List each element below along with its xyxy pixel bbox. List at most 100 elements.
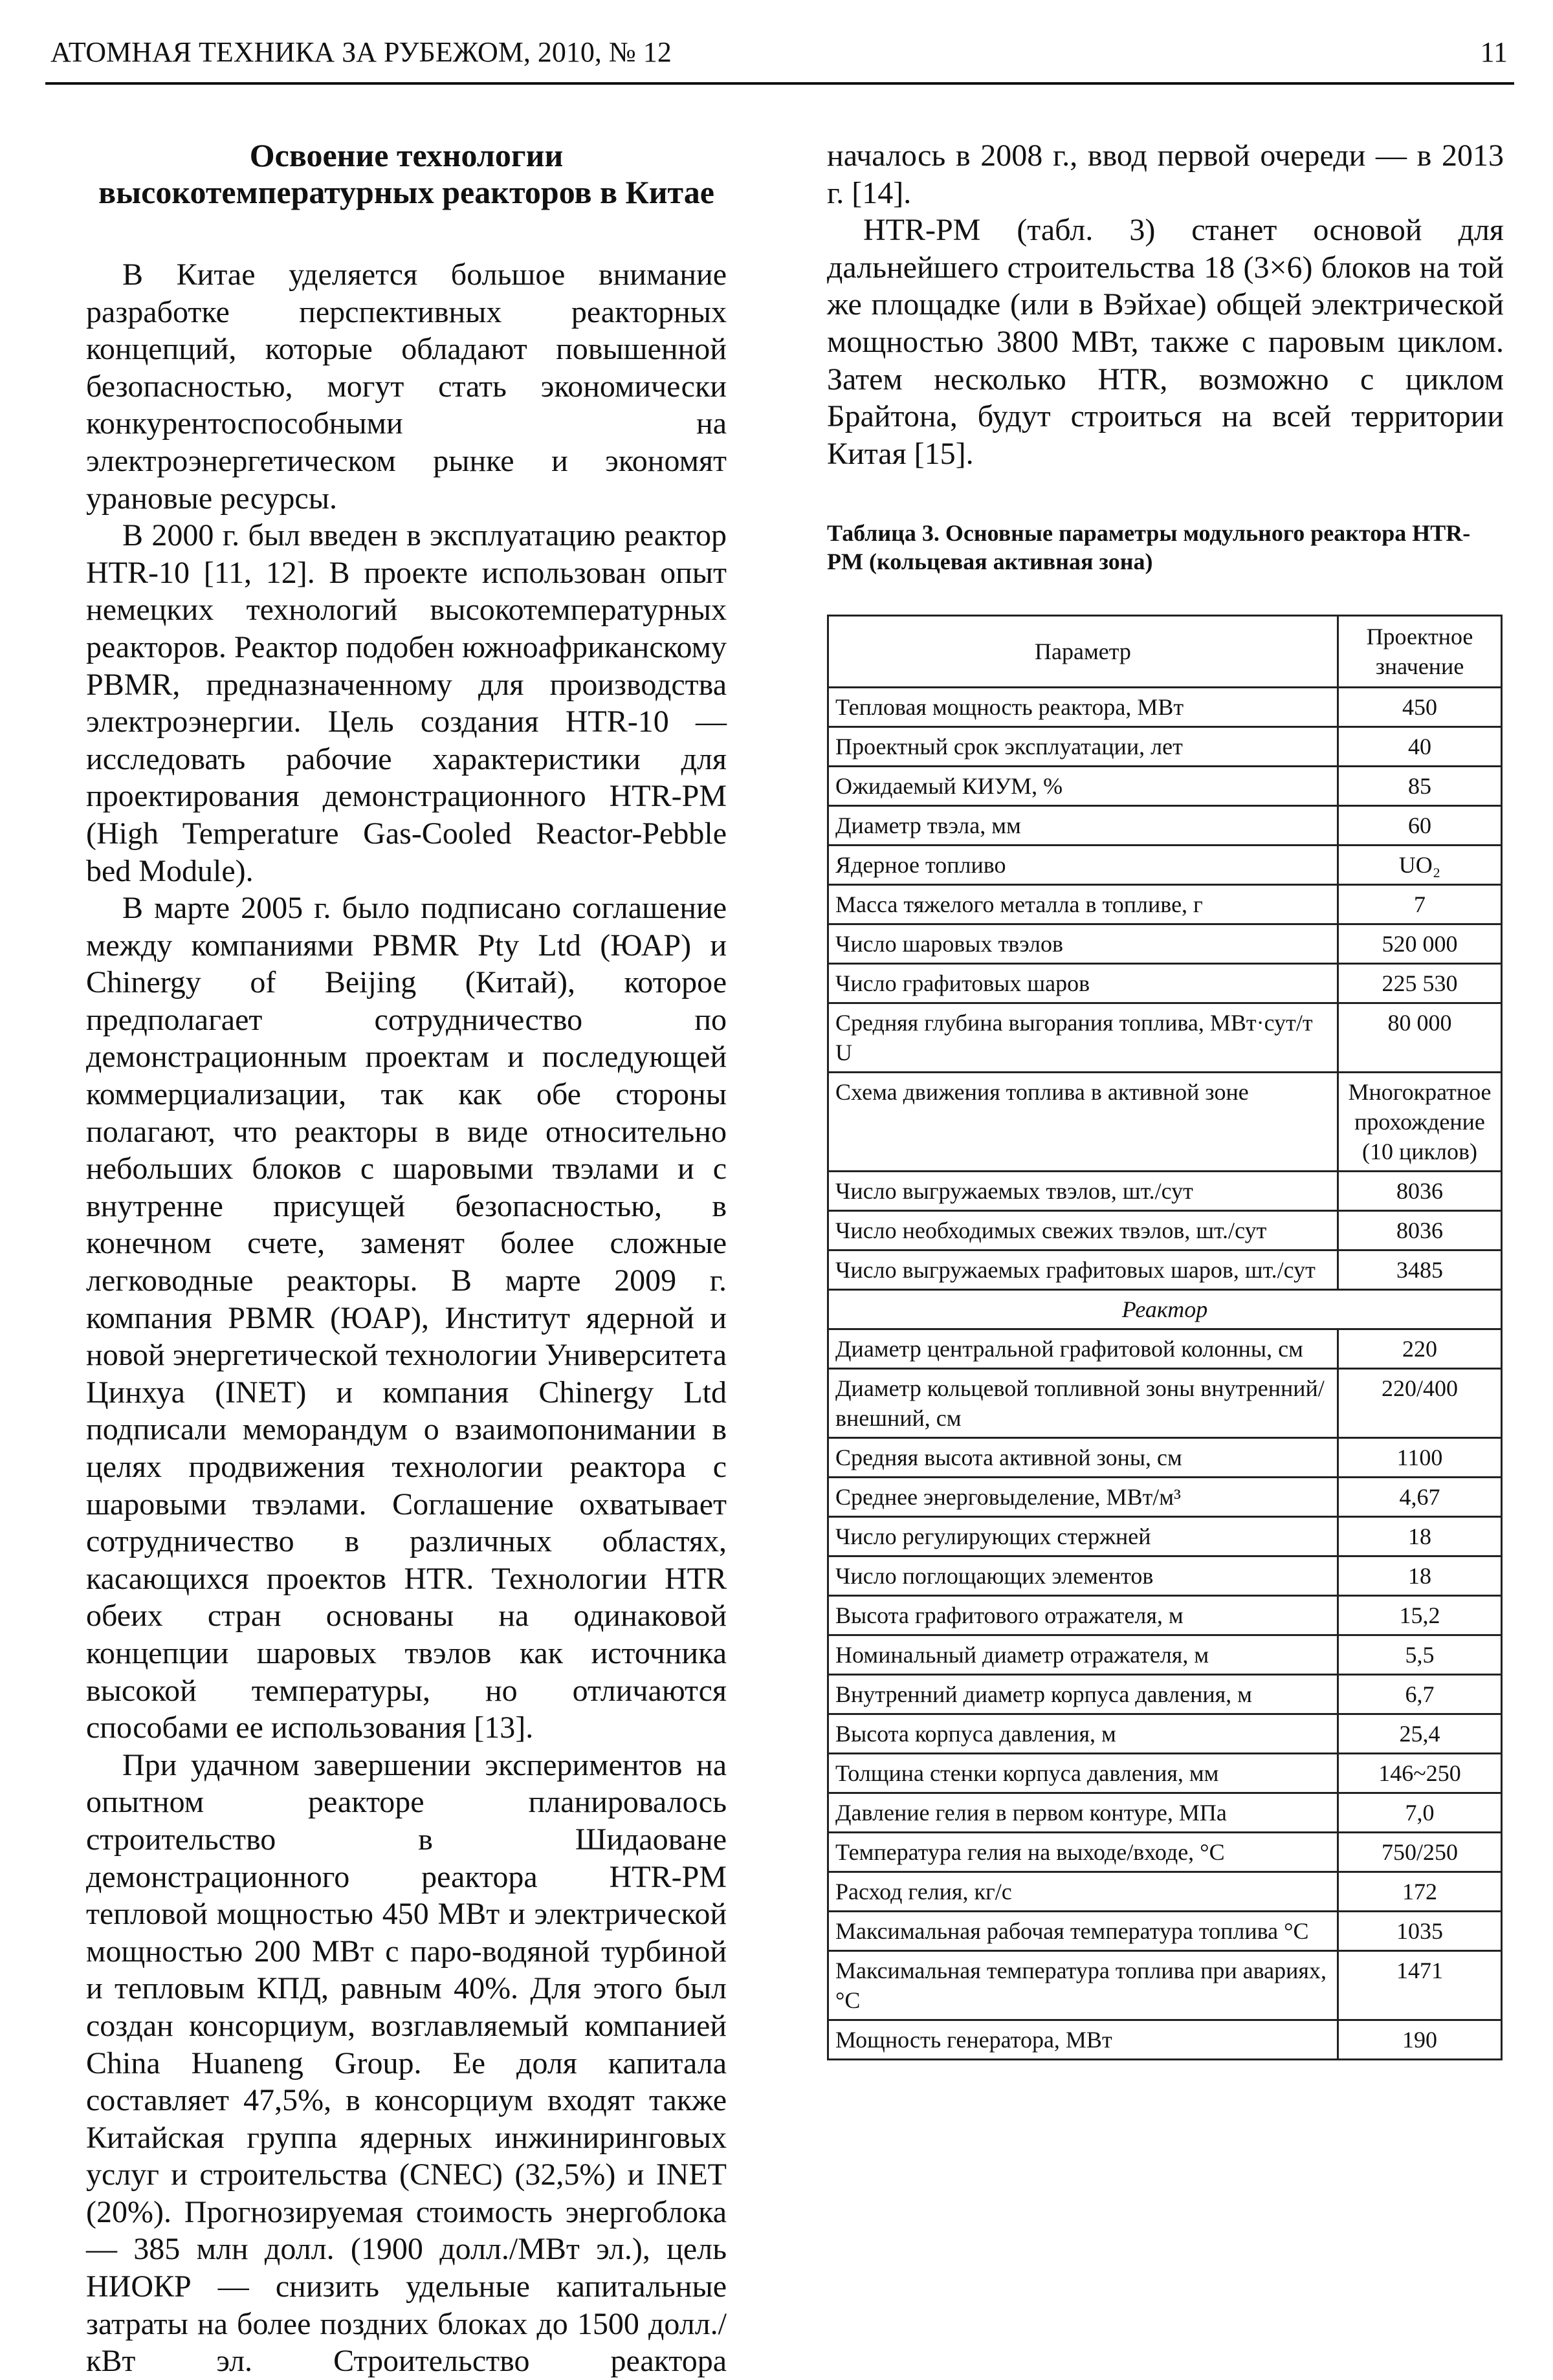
parameter-cell: Число шаровых твэлов [827, 923, 1339, 965]
parameter-cell: Число графитовых шаров [827, 963, 1339, 1005]
column-header: Проектное значение [1337, 615, 1503, 689]
column-header: Параметр [827, 615, 1339, 689]
value-cell: 40 [1337, 726, 1503, 768]
parameter-cell: Диаметр кольцевой топливной зоны внутрен… [827, 1368, 1339, 1439]
parameter-cell: Среднее энерговыделение, МВт/м³ [827, 1476, 1339, 1518]
value-cell: 5,5 [1337, 1634, 1503, 1676]
value-cell: 25,4 [1337, 1713, 1503, 1755]
value-cell: 220/400 [1337, 1368, 1503, 1439]
table-row: Средняя высота активной зоны, см 1100 [827, 1437, 1503, 1479]
table-row: Число выгружаемых графитовых шаров, шт./… [827, 1249, 1503, 1291]
left-column: Освоение технологии высокотемпературных … [86, 137, 727, 2380]
table-row: Число графитовых шаров 225 530 [827, 963, 1503, 1005]
right-column: началось в 2008 г., ввод первой очереди … [827, 137, 1504, 2061]
parameter-cell: Номинальный диаметр отражателя, м [827, 1634, 1339, 1676]
value-cell: 80 000 [1337, 1002, 1503, 1074]
value-cell: 85 [1337, 765, 1503, 807]
table-row: Тепловая мощность реактора, МВт 450 [827, 686, 1503, 728]
header-row: Параметр Проектное значение [827, 615, 1503, 689]
parameter-cell: Схема движения топлива в активной зоне [827, 1071, 1339, 1173]
running-header: АТОМНАЯ ТЕХНИКА ЗА РУБЕЖОМ, 2010, № 12 1… [45, 36, 1514, 85]
parameter-cell: Высота корпуса давления, м [827, 1713, 1339, 1755]
table-row: Температура гелия на выходе/входе, °C 750… [827, 1831, 1503, 1873]
value-cell: Многократное прохождение (10 циклов) [1337, 1071, 1503, 1173]
value-cell: 6,7 [1337, 1674, 1503, 1716]
parameter-cell: Проектный срок эксплуатации, лет [827, 726, 1339, 768]
table-row: Максимальная рабочая температура топлива… [827, 1910, 1503, 1952]
table-row: Максимальная температура топлива при ава… [827, 1950, 1503, 2022]
title-line: Освоение технологии [249, 137, 564, 173]
value-cell: 18 [1337, 1555, 1503, 1597]
page: Page {"header": {"journal": "АТОМНАЯ ТЕХ… [45, 36, 1514, 2379]
parameter-cell: Максимальная температура топлива при ава… [827, 1950, 1339, 2022]
parameter-cell: Средняя высота активной зоны, см [827, 1437, 1339, 1479]
value-cell: 750/250 [1337, 1831, 1503, 1873]
parameter-cell: Максимальная рабочая температура топлива… [827, 1910, 1339, 1952]
value-cell: 7,0 [1337, 1792, 1503, 1834]
parameter-cell: Число выгружаемых графитовых шаров, шт./… [827, 1249, 1339, 1291]
parameter-cell: Средняя глубина выгорания топлива, МВт·с… [827, 1002, 1339, 1074]
title-line: высокотемпературных реакторов в Китае [98, 174, 714, 210]
parameter-cell: Давление гелия в первом контуре, МПа [827, 1792, 1339, 1834]
table-row: Число регулирующих стержней 18 [827, 1516, 1503, 1558]
table-body: Тепловая мощность реактора, МВт 450 Проект… [827, 686, 1503, 2061]
parameter-cell: Расход гелия, кг/с [827, 1871, 1339, 1913]
table-row: Диаметр твэла, мм 60 [827, 805, 1503, 847]
value-cell: 1100 [1337, 1437, 1503, 1479]
page-body: АТОМНАЯ ТЕХНИКА ЗА РУБЕЖОМ, 2010, № 12 1… [45, 36, 1514, 2379]
value-cell: 3485 [1337, 1249, 1503, 1291]
table-row: Число выгружаемых твэлов, шт./сут 8036 [827, 1170, 1503, 1212]
value-cell: 8036 [1337, 1170, 1503, 1212]
value-cell: 8036 [1337, 1210, 1503, 1252]
paragraph: В 2000 г. был введен в эксплуатацию реак… [86, 518, 727, 888]
table-row: Давление гелия в первом контуре, МПа 7,0 [827, 1792, 1503, 1834]
value-cell: 18 [1337, 1516, 1503, 1558]
value-cell: 60 [1337, 805, 1503, 847]
value-cell: UO₂ [1337, 844, 1503, 886]
table-row: Мощность генератора, МВт 190 [827, 2019, 1503, 2061]
table-row: Проектный срок эксплуатации, лет 40 [827, 726, 1503, 768]
table-row: Внутренний диаметр корпуса давления, м 6,… [827, 1674, 1503, 1716]
value-cell: 450 [1337, 686, 1503, 728]
journal-name: АТОМНАЯ ТЕХНИКА ЗА РУБЕЖОМ, 2010, № 12 [50, 36, 672, 68]
value-cell: 15,2 [1337, 1595, 1503, 1637]
parameter-table: Параметр Проектное значение Тепловая мощ… [827, 615, 1503, 2061]
table-row: Ожидаемый КИУМ, % 85 [827, 765, 1503, 807]
parameter-cell: Диаметр центральной графитовой колонны, … [827, 1328, 1339, 1370]
paragraph: HTR-PM (табл. 3) станет основой для даль… [827, 213, 1504, 471]
parameter-cell: Число регулирующих стержней [827, 1516, 1339, 1558]
parameter-cell: Число необходимых свежих твэлов, шт./сут [827, 1210, 1339, 1252]
value-cell: 225 530 [1337, 963, 1503, 1005]
table-row: Число необходимых свежих твэлов, шт./сут… [827, 1210, 1503, 1252]
section-cell: Реактор [827, 1289, 1503, 1331]
parameter-cell: Ядерное топливо [827, 844, 1339, 886]
value-cell: 172 [1337, 1871, 1503, 1913]
page-number: 11 [1480, 36, 1508, 68]
value-cell: 4,67 [1337, 1476, 1503, 1518]
table-row: Число шаровых твэлов 520 000 [827, 923, 1503, 965]
parameter-cell: Число выгружаемых твэлов, шт./сут [827, 1170, 1339, 1212]
parameter-cell: Толщина стенки корпуса давления, мм [827, 1752, 1339, 1795]
value-cell: 7 [1337, 884, 1503, 926]
table-row: Среднее энерговыделение, МВт/м³ 4,67 [827, 1476, 1503, 1518]
value-cell: 1035 [1337, 1910, 1503, 1952]
table-head: Параметр Проектное значение [827, 615, 1503, 689]
paragraph: началось в 2008 г., ввод первой очереди … [827, 138, 1504, 210]
table-row: Средняя глубина выгорания топлива, МВт·с… [827, 1002, 1503, 1074]
table-row: Номинальный диаметр отражателя, м 5,5 [827, 1634, 1503, 1676]
parameter-cell: Внутренний диаметр корпуса давления, м [827, 1674, 1339, 1716]
parameter-cell: Мощность генератора, МВт [827, 2019, 1339, 2061]
table-row: Диаметр кольцевой топливной зоны внутрен… [827, 1368, 1503, 1439]
paragraph: В марте 2005 г. было подписано соглашени… [86, 891, 727, 1745]
value-cell: 520 000 [1337, 923, 1503, 965]
table-row: Диаметр центральной графитовой колонны, … [827, 1328, 1503, 1370]
table-row: Число поглощающих элементов 18 [827, 1555, 1503, 1597]
parameter-cell: Масса тяжелого металла в топливе, г [827, 884, 1339, 926]
article-title: Освоение технологии высокотемпературных … [86, 137, 727, 211]
value-cell: 146~250 [1337, 1752, 1503, 1795]
paragraph: При удачном завершении экспериментов на … [86, 1747, 727, 2379]
parameter-cell: Тепловая мощность реактора, МВт [827, 686, 1339, 728]
parameter-cell: Ожидаемый КИУМ, % [827, 765, 1339, 807]
parameter-cell: Высота графитового отражателя, м [827, 1595, 1339, 1637]
